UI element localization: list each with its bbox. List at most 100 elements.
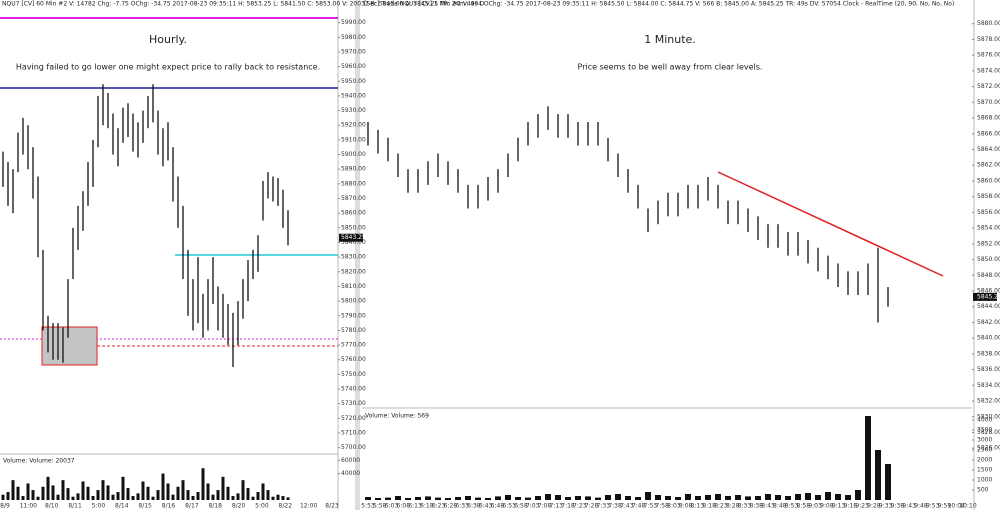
- y-tick-label: 5846.00: [977, 287, 1000, 294]
- x-tick-label: 7:53: [644, 503, 658, 510]
- x-tick-label: 10:04: [948, 503, 965, 510]
- y-tick-label: 5868.00: [977, 115, 1000, 122]
- volume-bar: [565, 497, 571, 500]
- volume-bar: [685, 494, 691, 500]
- y-tick-label: 5838.00: [977, 350, 1000, 357]
- y-tick-label: 5980.00: [341, 34, 366, 41]
- volume-bar: [126, 488, 130, 500]
- x-tick-label: 9:38: [891, 503, 905, 510]
- volume-bar: [465, 496, 471, 500]
- volume-bar: [86, 486, 90, 500]
- volume-tick-label: 1000: [977, 477, 992, 484]
- y-tick-label: 5866.00: [977, 130, 1000, 137]
- volume-bar: [226, 486, 230, 500]
- volume-bar: [21, 496, 25, 500]
- volume-bar: [166, 483, 170, 500]
- x-tick-label: 8:08: [679, 503, 693, 510]
- volume-bar: [181, 480, 185, 500]
- volume-bar: [281, 496, 285, 500]
- y-tick-label: 5800.00: [341, 298, 366, 305]
- y-tick-label: 5900.00: [341, 151, 366, 158]
- volume-bar: [46, 476, 50, 500]
- volume-bar: [251, 496, 255, 500]
- y-tick-label: 5860.00: [977, 177, 1000, 184]
- y-tick-label: 5840.00: [341, 239, 366, 246]
- volume-bar: [1, 494, 5, 500]
- y-tick-label: 5842.00: [977, 319, 1000, 326]
- volume-bar: [56, 494, 60, 500]
- volume-bar: [91, 496, 95, 500]
- x-tick-label: 8:58: [797, 503, 811, 510]
- x-tick-label: 6:43: [479, 503, 493, 510]
- x-tick-label: 8/11: [68, 503, 82, 510]
- x-tick-label: 8/9: [0, 503, 10, 510]
- volume-bar: [635, 497, 641, 500]
- y-tick-label: 5854.00: [977, 225, 1000, 232]
- annotation: Price seems to be well away from clear l…: [578, 63, 763, 72]
- volume-bar: [505, 495, 511, 500]
- x-tick-label: 8:23: [714, 503, 728, 510]
- volume-bar: [525, 497, 531, 500]
- x-tick-label: 9:59: [938, 503, 952, 510]
- y-tick-label: 5830.00: [977, 413, 1000, 420]
- y-tick-label: 5840.00: [977, 335, 1000, 342]
- y-tick-label: 5950.00: [341, 78, 366, 85]
- x-tick-label: 8:03: [667, 503, 681, 510]
- y-tick-label: 5810.00: [341, 283, 366, 290]
- x-tick-label: 8:38: [749, 503, 763, 510]
- volume-bar: [151, 496, 155, 500]
- y-tick-label: 5856.00: [977, 209, 1000, 216]
- x-tick-label: 9:53: [926, 503, 940, 510]
- volume-bar: [51, 485, 55, 500]
- x-tick-label: 8:33: [738, 503, 752, 510]
- y-tick-label: 5930.00: [341, 107, 366, 114]
- volume-bar: [775, 495, 781, 500]
- x-tick-label: 8/18: [208, 503, 222, 510]
- volume-tick-label: 2500: [977, 447, 992, 454]
- volume-bar: [705, 495, 711, 500]
- volume-tick-label: 2000: [977, 457, 992, 464]
- y-tick-label: 5876.00: [977, 52, 1000, 59]
- volume-bar: [655, 495, 661, 500]
- y-tick-label: 5920.00: [341, 122, 366, 129]
- x-tick-label: 5:58: [373, 503, 387, 510]
- volume-bar: [695, 496, 701, 500]
- x-tick-label: 8/17: [185, 503, 199, 510]
- volume-label: Volume: Volume: 20037: [3, 458, 75, 465]
- volume-bar: [171, 494, 175, 500]
- x-tick-label: 5:53: [361, 503, 375, 510]
- x-tick-label: 6:38: [467, 503, 481, 510]
- volume-bar: [385, 497, 391, 500]
- y-tick-label: 5862.00: [977, 162, 1000, 169]
- y-tick-label: 5890.00: [341, 166, 366, 173]
- x-tick-label: 9:08: [820, 503, 834, 510]
- volume-bar: [136, 493, 140, 500]
- y-tick-label: 5940.00: [341, 92, 366, 99]
- volume-bar: [885, 464, 891, 500]
- x-tick-label: 7:23: [573, 503, 587, 510]
- x-tick-label: 6:28: [444, 503, 458, 510]
- x-tick-label: 12:00: [300, 503, 317, 510]
- volume-bar: [785, 496, 791, 500]
- volume-bar: [805, 493, 811, 500]
- volume-bar: [615, 494, 621, 500]
- volume-bar: [266, 490, 270, 500]
- x-tick-label: 8:48: [773, 503, 787, 510]
- y-tick-label: 5860.00: [341, 210, 366, 217]
- y-tick-label: 5710.00: [341, 430, 366, 437]
- volume-bar: [221, 476, 225, 500]
- volume-bar: [815, 495, 821, 500]
- x-tick-label: 8/23: [325, 503, 339, 510]
- volume-bar: [795, 494, 801, 500]
- volume-bar: [26, 483, 30, 500]
- volume-bar: [835, 494, 841, 500]
- volume-bar: [485, 498, 491, 500]
- y-tick-label: 5874.00: [977, 67, 1000, 74]
- volume-bar: [575, 496, 581, 500]
- volume-bar: [825, 492, 831, 500]
- x-tick-label: 8:28: [726, 503, 740, 510]
- volume-bar: [216, 490, 220, 500]
- volume-bar: [395, 496, 401, 500]
- y-tick-label: 5870.00: [341, 195, 366, 202]
- x-tick-label: 9:13: [832, 503, 846, 510]
